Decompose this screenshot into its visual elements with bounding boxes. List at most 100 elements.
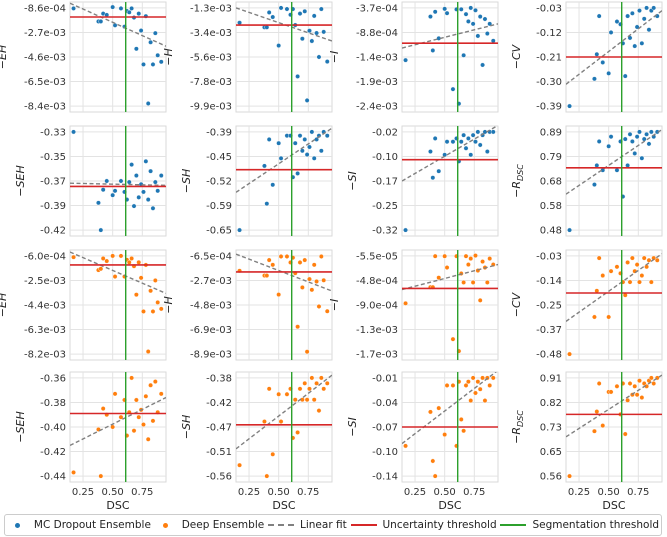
data-point: [104, 178, 110, 184]
data-point: [309, 287, 315, 293]
y-tick-label: -0.59: [206, 201, 232, 212]
y-axis-label: −CV: [510, 43, 523, 69]
data-point: [145, 436, 151, 442]
data-point: [637, 378, 642, 384]
data-point: [403, 227, 408, 233]
data-point: [639, 155, 645, 161]
data-point: [637, 279, 642, 285]
data-point: [470, 280, 476, 285]
data-point: [432, 473, 438, 479]
linear-fit-line: [236, 7, 332, 42]
data-point: [475, 379, 481, 385]
y-tick-label: -0.14: [536, 276, 562, 287]
data-point: [436, 405, 442, 411]
data-point: [567, 473, 572, 479]
plot-marks: [70, 250, 166, 360]
y-tick-label: 0.58: [540, 201, 562, 212]
data-point: [608, 30, 614, 35]
y-tick-label: -0.39: [206, 127, 232, 138]
data-point: [477, 297, 483, 303]
linear-fit-line: [70, 2, 166, 47]
y-tick-label: -5.6e-03: [190, 53, 232, 64]
linear-fit-line: [236, 374, 332, 450]
x-tick-label: 0.25: [72, 487, 94, 498]
data-point: [461, 132, 467, 138]
data-point: [118, 414, 124, 420]
data-point: [126, 9, 132, 15]
data-point: [307, 276, 312, 282]
data-point: [136, 11, 142, 17]
data-point: [307, 144, 312, 150]
data-point: [148, 168, 153, 174]
data-point: [614, 19, 620, 24]
data-point: [311, 155, 317, 161]
data-point: [641, 136, 647, 142]
data-point: [150, 205, 156, 211]
data-point: [264, 273, 270, 278]
y-tick-label: -0.45: [206, 152, 232, 163]
y-axis-label: −EH: [0, 45, 9, 69]
data-point: [436, 275, 442, 281]
data-point: [442, 432, 448, 437]
subplot-3: -3.7e-04 -8.8e-04 -1.4e-03 -1.9e-03 -2.4e-03…: [328, 1, 499, 113]
data-point: [461, 280, 467, 285]
y-tick-label: -0.52: [206, 177, 232, 188]
data-point: [436, 168, 442, 174]
data-point: [278, 155, 284, 161]
data-point: [596, 381, 602, 386]
x-tick-label: 0.25: [404, 487, 426, 498]
linear-fit-line: [70, 396, 166, 447]
y-tick-label: -4.8e-04: [356, 276, 398, 287]
data-point: [458, 417, 464, 422]
data-point: [461, 52, 467, 58]
plot-marks: [566, 372, 662, 482]
y-tick-label: -0.32: [372, 226, 398, 237]
data-point: [634, 134, 640, 140]
y-tick-label: -0.44: [40, 472, 66, 483]
data-point: [639, 395, 645, 400]
data-point: [112, 188, 118, 194]
data-point: [129, 256, 135, 261]
data-point: [141, 309, 146, 314]
x-tick-label: 0.50: [598, 487, 620, 498]
data-point: [284, 254, 290, 259]
data-point: [632, 43, 638, 49]
legend-item-deep: Deep Ensemble: [155, 519, 264, 531]
subplot-5: -0.33 -0.35 -0.37 -0.39 -0.42 −SEH: [14, 125, 167, 237]
data-point: [646, 257, 652, 263]
subplot-13: 0.25 0.50 0.75 -0.36 -0.38 -0.40 -0.42 -0.44 −SE…: [14, 371, 167, 512]
plot-marks: [70, 2, 166, 112]
data-point: [450, 336, 456, 342]
data-point: [266, 10, 272, 15]
data-point: [648, 129, 654, 135]
data-point: [475, 33, 481, 39]
data-point: [71, 254, 76, 260]
data-point: [567, 351, 572, 357]
subplot-1: -8.6e-04 -2.7e-03 -4.6e-03 -6.5e-03 -8.4e-03…: [0, 1, 167, 113]
data-point: [318, 6, 324, 12]
data-point: [297, 386, 303, 392]
data-point: [480, 375, 485, 381]
data-point: [136, 414, 142, 420]
data-point: [318, 148, 324, 154]
plot-marks: [402, 250, 498, 360]
data-point: [477, 386, 483, 392]
data-point: [237, 227, 242, 233]
data-point: [430, 48, 436, 53]
data-point: [463, 383, 469, 388]
data-point: [428, 149, 433, 154]
y-tick-label: 0.73: [540, 423, 562, 434]
data-point: [138, 28, 144, 33]
data-point: [264, 201, 270, 207]
data-point: [592, 314, 597, 320]
subplot-4: -0.03 -0.12 -0.21 -0.30 -0.39 −CV: [510, 1, 663, 113]
subplot-15: 0.25 0.50 0.75 -0.01 -0.04 -0.07 -0.10 -0.14 −SI…: [346, 371, 499, 512]
y-axis-label: −SH: [180, 169, 193, 193]
y-tick-label: -0.39: [536, 102, 562, 113]
data-point: [592, 428, 597, 434]
data-point: [465, 19, 471, 24]
data-point: [133, 292, 139, 298]
data-point: [112, 274, 118, 279]
plot-marks: [402, 372, 498, 482]
